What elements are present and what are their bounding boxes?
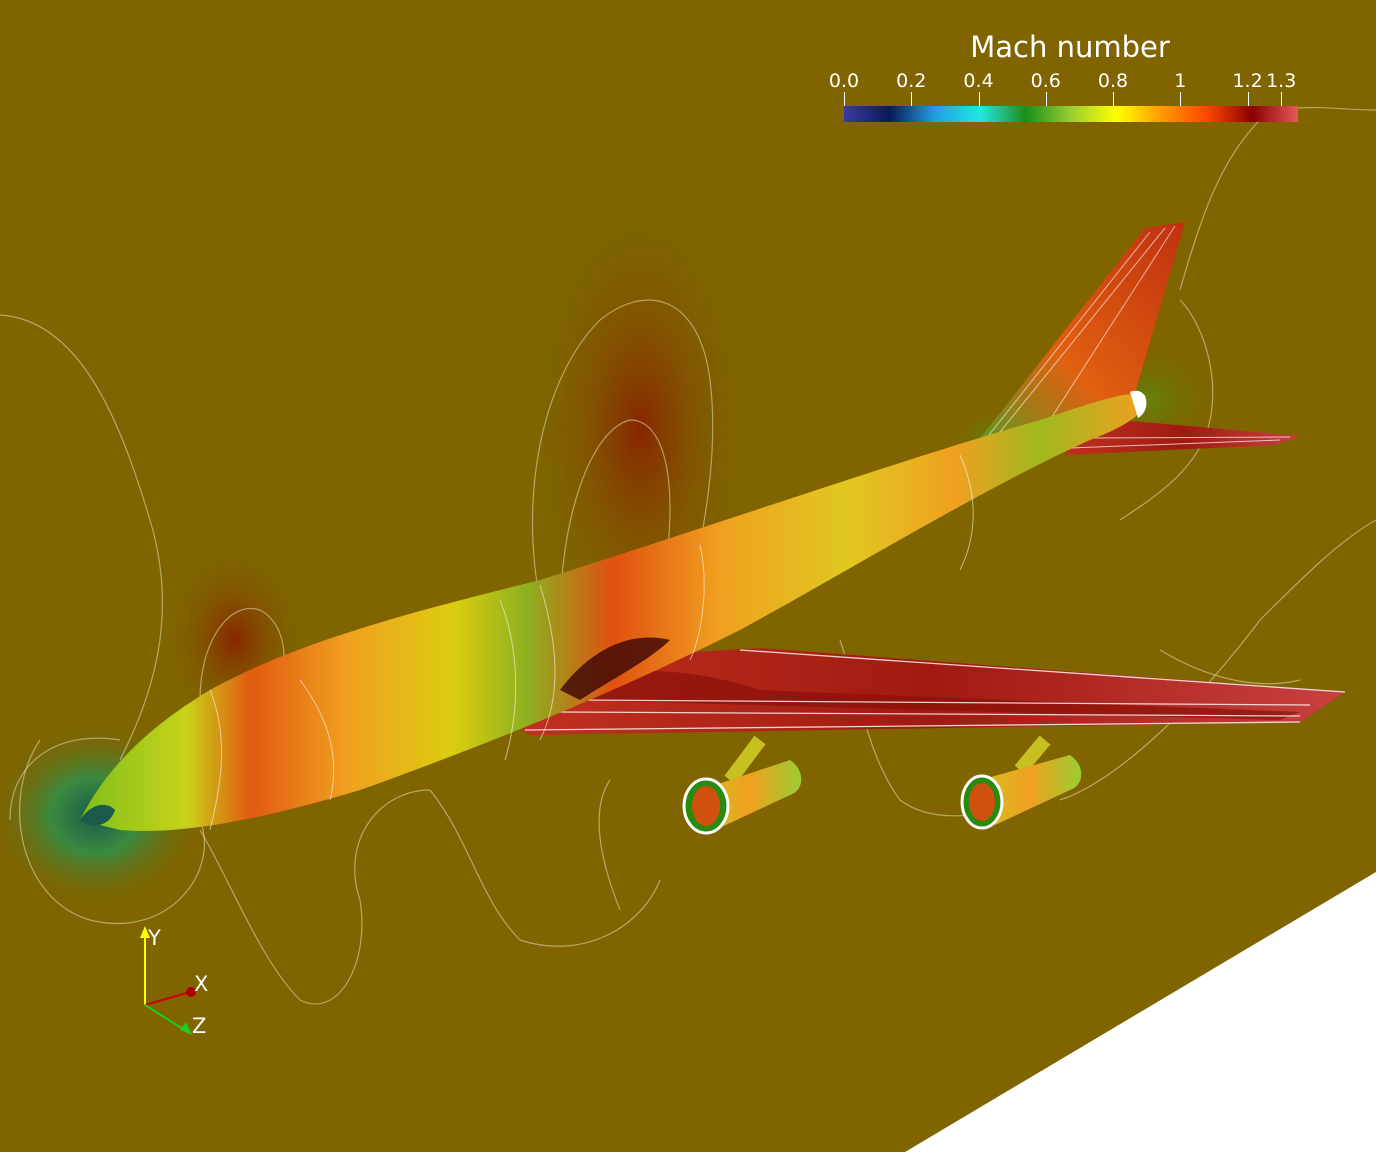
fuselage-contours — [209, 454, 974, 831]
legend-tick-mark — [1045, 92, 1047, 106]
legend-tick-label: 0.8 — [1097, 70, 1129, 92]
legend-tick-mark — [1247, 92, 1249, 106]
y-axis-label: Y — [148, 926, 161, 950]
legend-tick-label: 1.3 — [1266, 70, 1297, 92]
z-axis-line — [144, 1004, 189, 1033]
legend-tick-label: 0.4 — [963, 70, 994, 92]
x-axis-arrow-icon — [186, 987, 196, 997]
legend-tick-mark — [978, 92, 980, 106]
nose-tip — [80, 804, 115, 826]
fuselage — [80, 393, 1146, 831]
legend-title: Mach number — [970, 30, 1170, 64]
legend-tick-label: 0.6 — [1030, 70, 1061, 92]
legend-tick-labels: 0.0 0.2 0.4 0.6 0.8 1 1.2 1.3 — [820, 70, 1320, 100]
legend-tick-mark — [1281, 92, 1283, 106]
legend-colorbar — [844, 106, 1298, 122]
tail-cone — [1130, 390, 1147, 418]
legend-tick-label: 0.2 — [896, 70, 927, 92]
wing-root-shock — [560, 637, 670, 700]
z-axis-label: Z — [192, 1014, 207, 1038]
legend-tick-mark — [1180, 92, 1182, 106]
z-axis-arrow-icon — [180, 1022, 192, 1035]
y-axis-arrow-icon — [140, 926, 150, 938]
legend-tick-mark — [844, 92, 845, 106]
engine-outboard — [960, 735, 1082, 830]
legend-tick-mark — [1113, 92, 1115, 106]
legend-tick-label: 0.0 — [828, 70, 860, 92]
x-axis-line — [144, 991, 191, 1006]
color-legend: Mach number 0.0 0.2 0.4 0.6 0.8 1 1.2 1.3 — [820, 30, 1320, 130]
legend-tick-label: 1.2 — [1232, 70, 1263, 92]
x-axis-label: X — [194, 972, 209, 996]
blank-corner — [905, 872, 1376, 1152]
legend-tick-label: 1 — [1174, 70, 1187, 92]
orientation-axes: Y X Z — [130, 920, 230, 1050]
legend-tick-mark — [911, 92, 913, 106]
engine-inboard — [682, 735, 802, 835]
